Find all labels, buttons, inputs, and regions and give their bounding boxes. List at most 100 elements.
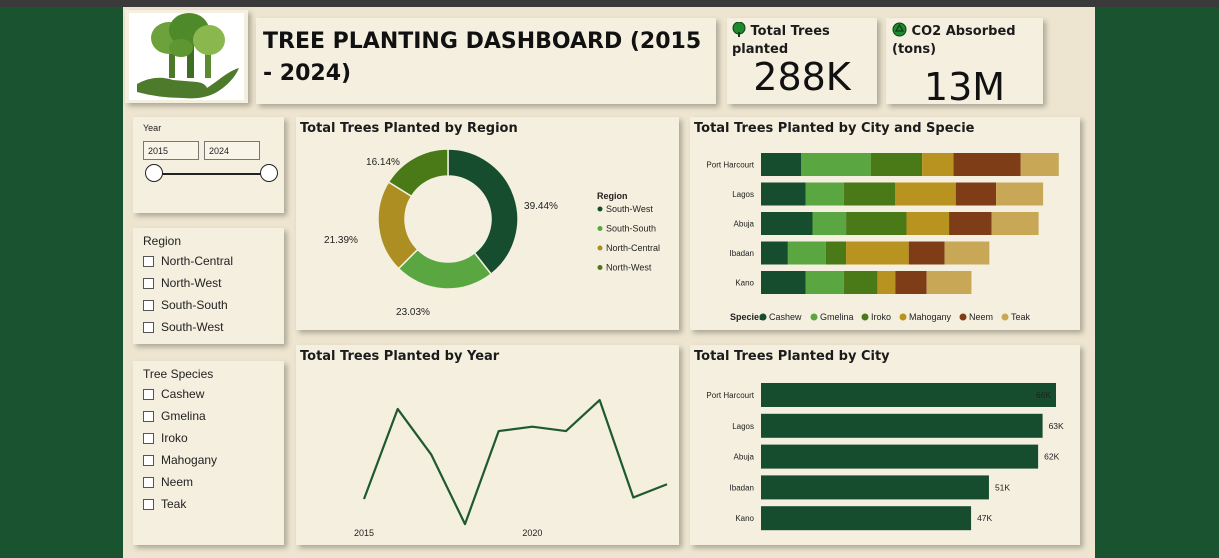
checkbox[interactable] (143, 299, 154, 311)
stacked-bar-segment (908, 241, 945, 265)
species-option[interactable]: Gmelina (143, 409, 206, 423)
bar-value-label: 51K (995, 482, 1010, 492)
y-tick-label: Lagos (732, 422, 754, 431)
y-tick-label: Kano (735, 514, 754, 523)
x-tick-label: 2020 (522, 528, 542, 538)
year-range-track (154, 173, 269, 175)
city-species-card: Total Trees Planted by City and Specie P… (690, 117, 1080, 330)
kpi-card-co2: CO2 Absorbed (tons) 13M (886, 18, 1043, 109)
stacked-bar-segment (944, 241, 990, 265)
species-option-label: Neem (161, 475, 194, 489)
region-slicer-title: Region (143, 234, 182, 248)
legend-label: Mahogany (909, 312, 952, 322)
city-species-chart-title: Total Trees Planted by City and Specie (694, 121, 975, 136)
checkbox[interactable] (143, 454, 154, 466)
slice-label: 39.44% (524, 201, 558, 212)
stacked-bar-segment (895, 271, 927, 294)
region-option[interactable]: North-West (143, 276, 221, 290)
region-option[interactable]: North-Central (143, 254, 233, 268)
kpi-co2-value: 13M (923, 65, 1006, 109)
region-option[interactable]: South-West (143, 320, 223, 334)
region-donut-card: Total Trees Planted by Region 39.44% 23.0… (296, 117, 679, 330)
species-option[interactable]: Iroko (143, 431, 188, 445)
checkbox[interactable] (143, 277, 154, 289)
stacked-bar-segment (761, 241, 788, 265)
species-slicer-title: Tree Species (143, 367, 214, 381)
legend-marker (1001, 313, 1009, 321)
stacked-bar-segment (926, 271, 972, 294)
city-bar (761, 475, 989, 500)
species-option-label: Teak (161, 497, 187, 511)
legend-marker (810, 313, 818, 321)
tree-hand-logo (129, 13, 244, 100)
year-slicer: Year 2015 2024 (133, 117, 284, 213)
stacked-bar-segment (1020, 153, 1059, 176)
kpi-label: Total Trees planted (732, 21, 877, 59)
species-option-label: Mahogany (161, 453, 218, 467)
region-option-label: North-West (161, 276, 222, 290)
stacked-bar-segment (761, 153, 802, 176)
checkbox[interactable] (143, 476, 154, 488)
page-title: TREE PLANTING DASHBOARD (2015 - 2024) (263, 29, 702, 86)
checkbox[interactable] (143, 410, 154, 422)
y-tick-label: Port Harcourt (706, 161, 754, 170)
kpi-card-trees: Total Trees planted 288K (727, 18, 877, 104)
year-line-chart: 2015 2020 (354, 398, 668, 538)
bar-value-label: 47K (977, 513, 992, 523)
checkbox[interactable] (143, 321, 154, 333)
slice-label: 23.03% (396, 307, 430, 318)
region-option-label: South-West (161, 320, 224, 334)
window-top-bar (0, 0, 1219, 7)
species-slicer: Tree Species Cashew Gmelina Iroko Mahoga… (133, 361, 284, 545)
region-slicer: Region North-Central North-West South-So… (133, 228, 284, 344)
city-bar (761, 413, 1043, 438)
stacked-bar-segment (870, 153, 923, 176)
checkbox[interactable] (143, 255, 154, 267)
region-option[interactable]: South-South (143, 298, 228, 312)
y-tick-label: Lagos (732, 190, 754, 199)
checkbox[interactable] (143, 432, 154, 444)
city-bar (761, 383, 1056, 407)
year-start-handle[interactable] (145, 164, 163, 182)
y-tick-label: Abuja (734, 453, 755, 462)
kpi-trees-value: 288K (753, 55, 851, 99)
legend-marker (861, 313, 869, 321)
stacked-bar-segment (953, 153, 1021, 176)
kpi-co2-label: CO2 Absorbed (tons) (892, 24, 1016, 57)
stacked-bar-segment (991, 212, 1039, 235)
y-tick-label: Abuja (734, 220, 755, 229)
year-slicer-label: Year (143, 123, 162, 133)
stacked-bar-segment (843, 271, 878, 294)
legend-label: Iroko (871, 312, 891, 322)
logo-card (125, 10, 248, 103)
tree-icon (732, 21, 746, 37)
legend-marker (597, 245, 603, 251)
stacked-bar-segment (895, 182, 956, 206)
legend-label: South-West (606, 204, 653, 214)
legend-label: Teak (1011, 312, 1031, 322)
checkbox[interactable] (143, 388, 154, 400)
year-end-input[interactable]: 2024 (204, 141, 260, 160)
legend-marker (597, 226, 603, 231)
recycle-icon (892, 22, 907, 37)
bar-value-label: 63K (1049, 421, 1064, 431)
checkbox[interactable] (143, 498, 154, 510)
stacked-bar-segment (906, 212, 950, 235)
x-tick-label: 2015 (354, 528, 374, 538)
species-option[interactable]: Mahogany (143, 453, 217, 467)
line-series (362, 398, 668, 526)
city-species-stacked-chart: Port Harcourt Lagos Abuja Ibadan Kano Species… (706, 153, 1059, 322)
donut-slice (387, 148, 449, 198)
year-end-handle[interactable] (260, 164, 278, 182)
kpi-trees-label: Total Trees planted (732, 24, 830, 57)
stacked-bar-segment (812, 212, 847, 235)
legend-marker (899, 313, 907, 321)
species-option[interactable]: Teak (143, 497, 186, 511)
slice-label: 21.39% (324, 235, 358, 246)
species-option[interactable]: Cashew (143, 387, 204, 401)
region-option-label: North-Central (161, 254, 234, 268)
city-bar (761, 506, 972, 531)
species-option[interactable]: Neem (143, 475, 193, 489)
year-start-input[interactable]: 2015 (143, 141, 199, 160)
stacked-bar-segment (949, 212, 992, 235)
